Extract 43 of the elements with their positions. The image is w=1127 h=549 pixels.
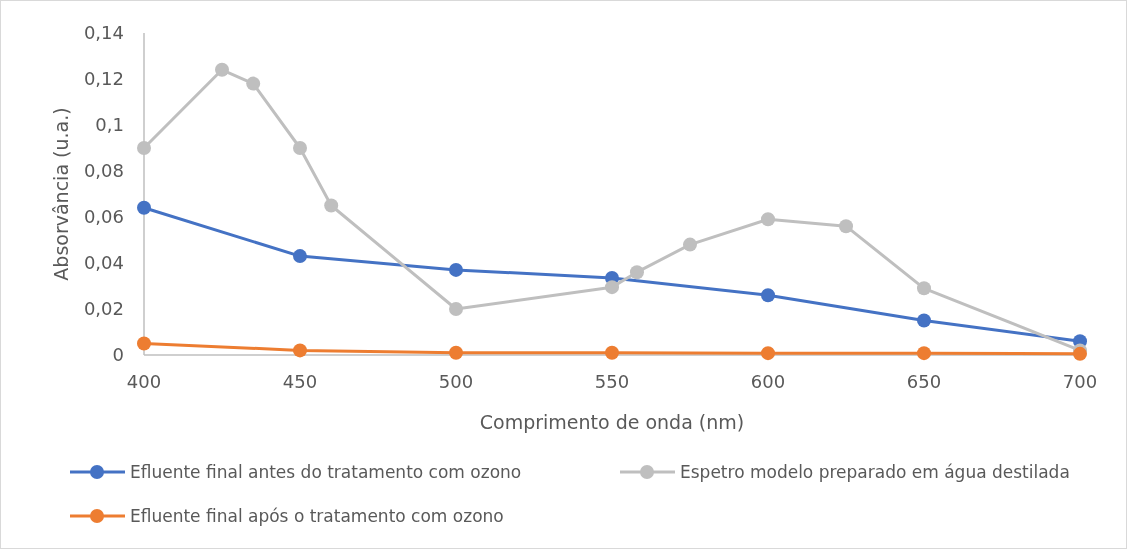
x-tick-label: 500 (438, 371, 474, 392)
y-tick-label: 0 (112, 344, 124, 366)
point (293, 343, 307, 358)
x-tick-label: 700 (1062, 371, 1098, 392)
legend-label: Espetro modelo preparado em água destilada (680, 461, 1070, 482)
point (605, 280, 619, 295)
y-tick-label: 0,14 (83, 22, 124, 44)
x-tick-label: 450 (282, 371, 318, 392)
x-tick-label: 400 (126, 371, 162, 392)
x-tick-label: 550 (594, 371, 630, 392)
legend-label: Efluente final após o tratamento com ozono (130, 505, 504, 526)
y-tick-label: 0,06 (83, 206, 124, 228)
point (605, 345, 619, 360)
x-tick-label: 650 (906, 371, 942, 392)
y-tick-label: 0,02 (83, 298, 124, 320)
point (449, 262, 463, 277)
y-tick-label: 0,04 (83, 252, 124, 274)
point (137, 200, 151, 215)
point (246, 76, 261, 91)
x-tick-label: 600 (750, 371, 786, 392)
point (917, 346, 931, 361)
point (761, 288, 775, 303)
point (449, 345, 463, 360)
point (449, 302, 463, 316)
point (215, 62, 229, 77)
y-tick-label: 0,1 (95, 114, 124, 136)
point (629, 265, 644, 280)
y-axis-title: Absorvância (u.a.) (50, 107, 72, 281)
point (917, 313, 931, 328)
x-axis-title: Comprimento de onda (nm) (479, 411, 745, 433)
point (839, 219, 853, 234)
point (761, 212, 775, 227)
legend-label: Efluente final antes do tratamento com ozono (130, 461, 522, 482)
point (761, 346, 775, 361)
point (137, 336, 151, 351)
point (137, 141, 151, 155)
point (293, 141, 307, 155)
y-tick-label: 0,08 (83, 160, 124, 182)
point (683, 237, 697, 252)
point (293, 249, 307, 264)
point (917, 281, 931, 296)
y-tick-label: 0,12 (83, 68, 124, 90)
point (324, 198, 339, 213)
